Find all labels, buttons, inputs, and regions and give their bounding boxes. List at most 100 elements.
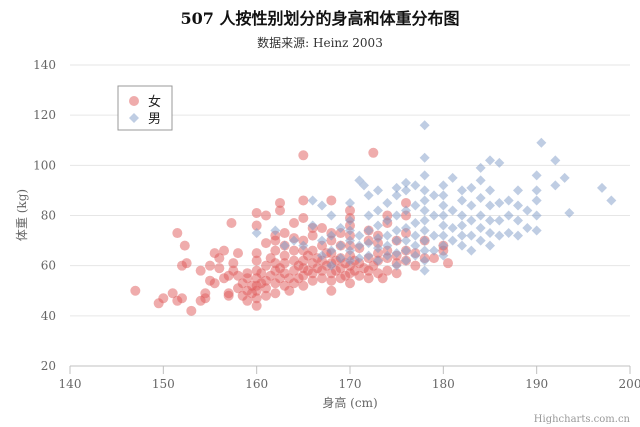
female-data-point[interactable] <box>186 305 197 316</box>
female-data-point[interactable] <box>317 240 327 251</box>
male-data-point[interactable] <box>326 245 337 256</box>
male-data-point[interactable] <box>419 255 430 266</box>
female-data-point[interactable] <box>158 293 169 304</box>
male-data-point[interactable] <box>429 190 439 201</box>
female-data-point[interactable] <box>401 210 411 221</box>
male-data-point[interactable] <box>531 195 542 206</box>
male-data-point[interactable] <box>522 205 533 216</box>
male-data-point[interactable] <box>298 240 309 251</box>
male-data-point[interactable] <box>503 210 514 221</box>
male-data-point[interactable] <box>345 197 355 208</box>
female-data-point[interactable] <box>214 253 225 264</box>
male-data-point[interactable] <box>373 205 383 216</box>
male-data-point[interactable] <box>373 255 383 266</box>
female-data-point[interactable] <box>219 245 229 256</box>
male-data-point[interactable] <box>410 180 421 191</box>
female-data-point[interactable] <box>382 210 393 221</box>
male-data-point[interactable] <box>363 225 374 236</box>
female-data-point[interactable] <box>345 220 355 231</box>
male-data-point[interactable] <box>606 195 617 206</box>
male-data-point[interactable] <box>513 215 523 226</box>
male-data-point[interactable] <box>251 228 262 239</box>
male-data-point[interactable] <box>457 230 467 241</box>
female-data-point[interactable] <box>270 288 281 299</box>
female-data-point[interactable] <box>326 195 337 206</box>
male-data-point[interactable] <box>401 235 411 246</box>
female-data-point[interactable] <box>181 258 192 269</box>
male-data-point[interactable] <box>419 170 430 181</box>
male-data-point[interactable] <box>513 185 523 196</box>
male-data-point[interactable] <box>550 155 561 166</box>
male-data-point[interactable] <box>429 230 439 241</box>
female-data-point[interactable] <box>251 300 262 311</box>
female-data-point[interactable] <box>345 205 355 216</box>
male-data-point[interactable] <box>438 180 449 191</box>
male-data-point[interactable] <box>429 245 439 256</box>
female-data-point[interactable] <box>382 265 393 276</box>
male-data-point[interactable] <box>457 185 467 196</box>
male-data-point[interactable] <box>419 205 430 216</box>
credits-link[interactable]: Highcharts.com.cn <box>534 414 631 425</box>
female-data-point[interactable] <box>233 248 243 259</box>
female-data-point[interactable] <box>326 235 337 246</box>
male-data-point[interactable] <box>438 240 449 251</box>
male-data-point[interactable] <box>494 197 505 208</box>
female-data-point[interactable] <box>391 268 402 279</box>
female-data-point[interactable] <box>317 223 327 234</box>
male-data-point[interactable] <box>419 152 430 163</box>
male-data-point[interactable] <box>410 240 421 251</box>
legend-label-female[interactable]: 女 <box>148 94 161 110</box>
male-data-point[interactable] <box>373 233 383 244</box>
male-data-point[interactable] <box>475 235 486 246</box>
female-data-point[interactable] <box>401 228 411 239</box>
female-data-point[interactable] <box>261 290 271 301</box>
male-data-point[interactable] <box>382 240 393 251</box>
female-data-point[interactable] <box>307 230 318 241</box>
female-data-point[interactable] <box>256 268 267 279</box>
male-data-point[interactable] <box>419 245 430 256</box>
male-data-point[interactable] <box>447 235 458 246</box>
male-data-point[interactable] <box>410 230 421 241</box>
male-data-point[interactable] <box>429 210 439 221</box>
male-data-point[interactable] <box>410 250 421 261</box>
female-data-point[interactable] <box>401 197 411 208</box>
male-data-point[interactable] <box>419 215 430 226</box>
male-data-point[interactable] <box>317 250 327 261</box>
female-data-point[interactable] <box>167 288 178 299</box>
male-data-point[interactable] <box>531 225 542 236</box>
male-data-point[interactable] <box>457 220 467 231</box>
female-data-point[interactable] <box>195 265 206 276</box>
legend-marker-female[interactable] <box>129 96 139 106</box>
male-data-point[interactable] <box>335 223 346 234</box>
male-data-point[interactable] <box>359 180 369 191</box>
female-data-point[interactable] <box>429 253 439 264</box>
female-data-point[interactable] <box>279 258 290 269</box>
female-data-point[interactable] <box>172 228 183 239</box>
female-data-point[interactable] <box>261 210 271 221</box>
male-data-point[interactable] <box>475 192 486 203</box>
male-data-point[interactable] <box>345 235 355 246</box>
female-data-point[interactable] <box>209 278 220 289</box>
female-data-point[interactable] <box>307 275 318 286</box>
male-data-point[interactable] <box>447 172 458 183</box>
male-data-point[interactable] <box>391 190 402 201</box>
male-data-point[interactable] <box>475 162 486 173</box>
male-data-point[interactable] <box>307 195 318 206</box>
female-data-point[interactable] <box>251 293 262 304</box>
female-data-point[interactable] <box>270 235 281 246</box>
male-data-point[interactable] <box>447 205 458 216</box>
male-data-point[interactable] <box>447 223 458 234</box>
male-data-point[interactable] <box>494 215 505 226</box>
male-data-point[interactable] <box>354 230 365 241</box>
male-data-point[interactable] <box>457 240 467 251</box>
female-data-point[interactable] <box>251 248 262 259</box>
male-data-point[interactable] <box>335 240 346 251</box>
male-data-point[interactable] <box>503 195 514 206</box>
male-data-point[interactable] <box>438 230 449 241</box>
male-data-point[interactable] <box>345 245 355 256</box>
male-data-point[interactable] <box>270 225 281 236</box>
female-data-point[interactable] <box>242 295 253 306</box>
male-data-point[interactable] <box>335 253 346 264</box>
male-data-point[interactable] <box>419 185 430 196</box>
male-data-point[interactable] <box>475 210 486 221</box>
